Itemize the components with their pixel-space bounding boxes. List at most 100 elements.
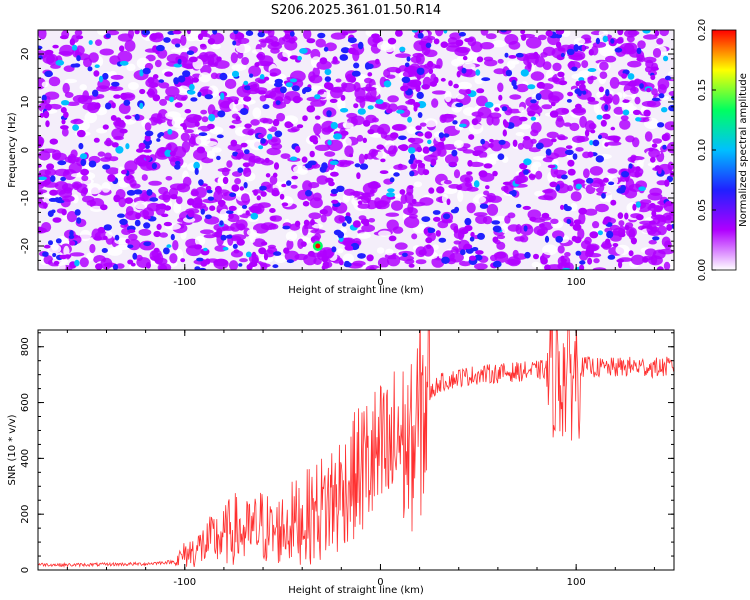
heatmap-cell (568, 55, 584, 60)
heatmap-cell (110, 74, 124, 80)
heatmap-cell (143, 241, 152, 247)
heatmap-cell (415, 53, 425, 65)
heatmap-cell (521, 34, 527, 41)
heatmap-cell (173, 63, 183, 68)
heatmap-cell (302, 224, 309, 236)
heatmap-cell (92, 89, 99, 97)
heatmap-cell (548, 91, 564, 102)
heatmap-cell (258, 247, 267, 255)
heatmap-cell (587, 151, 594, 158)
heatmap-cell (417, 162, 426, 168)
heatmap-cell (661, 133, 670, 142)
heatmap-cell (440, 41, 449, 48)
heatmap-cell (330, 171, 339, 177)
heatmap-cell (79, 257, 89, 268)
heatmap-cell (453, 140, 464, 149)
y-tick-label: 10 (20, 96, 31, 109)
heatmap-cell (424, 131, 433, 139)
heatmap-cell (117, 50, 133, 63)
heatmap-cell (386, 192, 395, 198)
heatmap-cell (646, 87, 652, 93)
heatmap-cell (285, 231, 298, 242)
heatmap-cell (330, 87, 343, 99)
heatmap-cell (139, 209, 150, 218)
heatmap-cell (399, 255, 414, 262)
heatmap-cell (617, 30, 624, 36)
heatmap-cell (330, 122, 338, 130)
heatmap-cell (407, 202, 414, 214)
heatmap-cell (272, 264, 279, 269)
heatmap-cell (195, 135, 211, 146)
heatmap-cell (56, 199, 65, 204)
heatmap-cell (541, 104, 553, 110)
heatmap-cell (194, 121, 200, 127)
heatmap-peak (315, 243, 321, 249)
heatmap-cell (515, 224, 522, 235)
heatmap-cell (250, 212, 259, 220)
heatmap-cell (453, 83, 459, 89)
heatmap-cell (540, 255, 545, 263)
heatmap-cell (310, 218, 315, 226)
heatmap-cell (252, 107, 262, 119)
heatmap-cell (456, 70, 461, 78)
heatmap-cell (388, 145, 397, 157)
heatmap-cell (515, 132, 525, 137)
heatmap-cell (618, 232, 626, 238)
heatmap-cell (577, 228, 585, 240)
heatmap-cell (181, 47, 190, 53)
heatmap-cell (324, 151, 336, 157)
heatmap-cell (41, 81, 49, 88)
heatmap-cell (170, 233, 175, 241)
heatmap-cell (356, 172, 361, 180)
heatmap-cells (38, 30, 674, 270)
heatmap-cell (69, 252, 85, 257)
heatmap-cell (111, 142, 119, 148)
heatmap-cell (632, 203, 637, 211)
heatmap-cell (383, 80, 392, 88)
heatmap-cell (170, 194, 178, 200)
heatmap-cell (38, 136, 44, 148)
heatmap-cell (169, 96, 174, 103)
heatmap-cell (196, 257, 204, 262)
heatmap-cell (421, 84, 430, 90)
heatmap-cell (513, 84, 518, 90)
heatmap-cell (474, 263, 488, 270)
heatmap-cell (47, 244, 62, 254)
heatmap-cell (253, 157, 266, 164)
heatmap-cell (339, 54, 349, 61)
heatmap-cell (416, 67, 425, 76)
heatmap-cell (492, 225, 502, 233)
heatmap-cell (457, 81, 472, 90)
heatmap-cell (579, 260, 586, 265)
heatmap-cell (82, 187, 88, 195)
heatmap-cell (89, 205, 104, 212)
heatmap-cell (237, 223, 246, 231)
heatmap-cell (45, 103, 52, 111)
snr-y-axis: 0 200 400 600 800 (20, 332, 674, 573)
heatmap-cell (71, 44, 78, 51)
heatmap-cell (599, 71, 608, 79)
heatmap-cell (493, 68, 506, 75)
heatmap-cell (203, 234, 216, 239)
heatmap-cell (579, 264, 585, 270)
heatmap-cell (64, 78, 78, 84)
heatmap-cell (401, 76, 411, 84)
heatmap-cell (280, 56, 288, 62)
heatmap-cell (431, 98, 439, 108)
heatmap-cell (417, 32, 424, 39)
heatmap-cell (555, 235, 563, 243)
snr-plot-area (38, 330, 674, 570)
heatmap-cell (62, 82, 70, 94)
heatmap-cell (127, 229, 136, 234)
heatmap-cell (139, 102, 144, 109)
heatmap-cell (324, 76, 332, 82)
heatmap-cell (289, 156, 298, 161)
heatmap-cell (127, 259, 134, 265)
heatmap-cell (492, 260, 502, 268)
heatmap-cell (64, 254, 72, 259)
heatmap-cell (156, 223, 162, 230)
heatmap-cell (346, 112, 358, 119)
heatmap-cell (76, 217, 82, 224)
heatmap-cell (453, 169, 461, 179)
heatmap-cell (163, 221, 172, 227)
